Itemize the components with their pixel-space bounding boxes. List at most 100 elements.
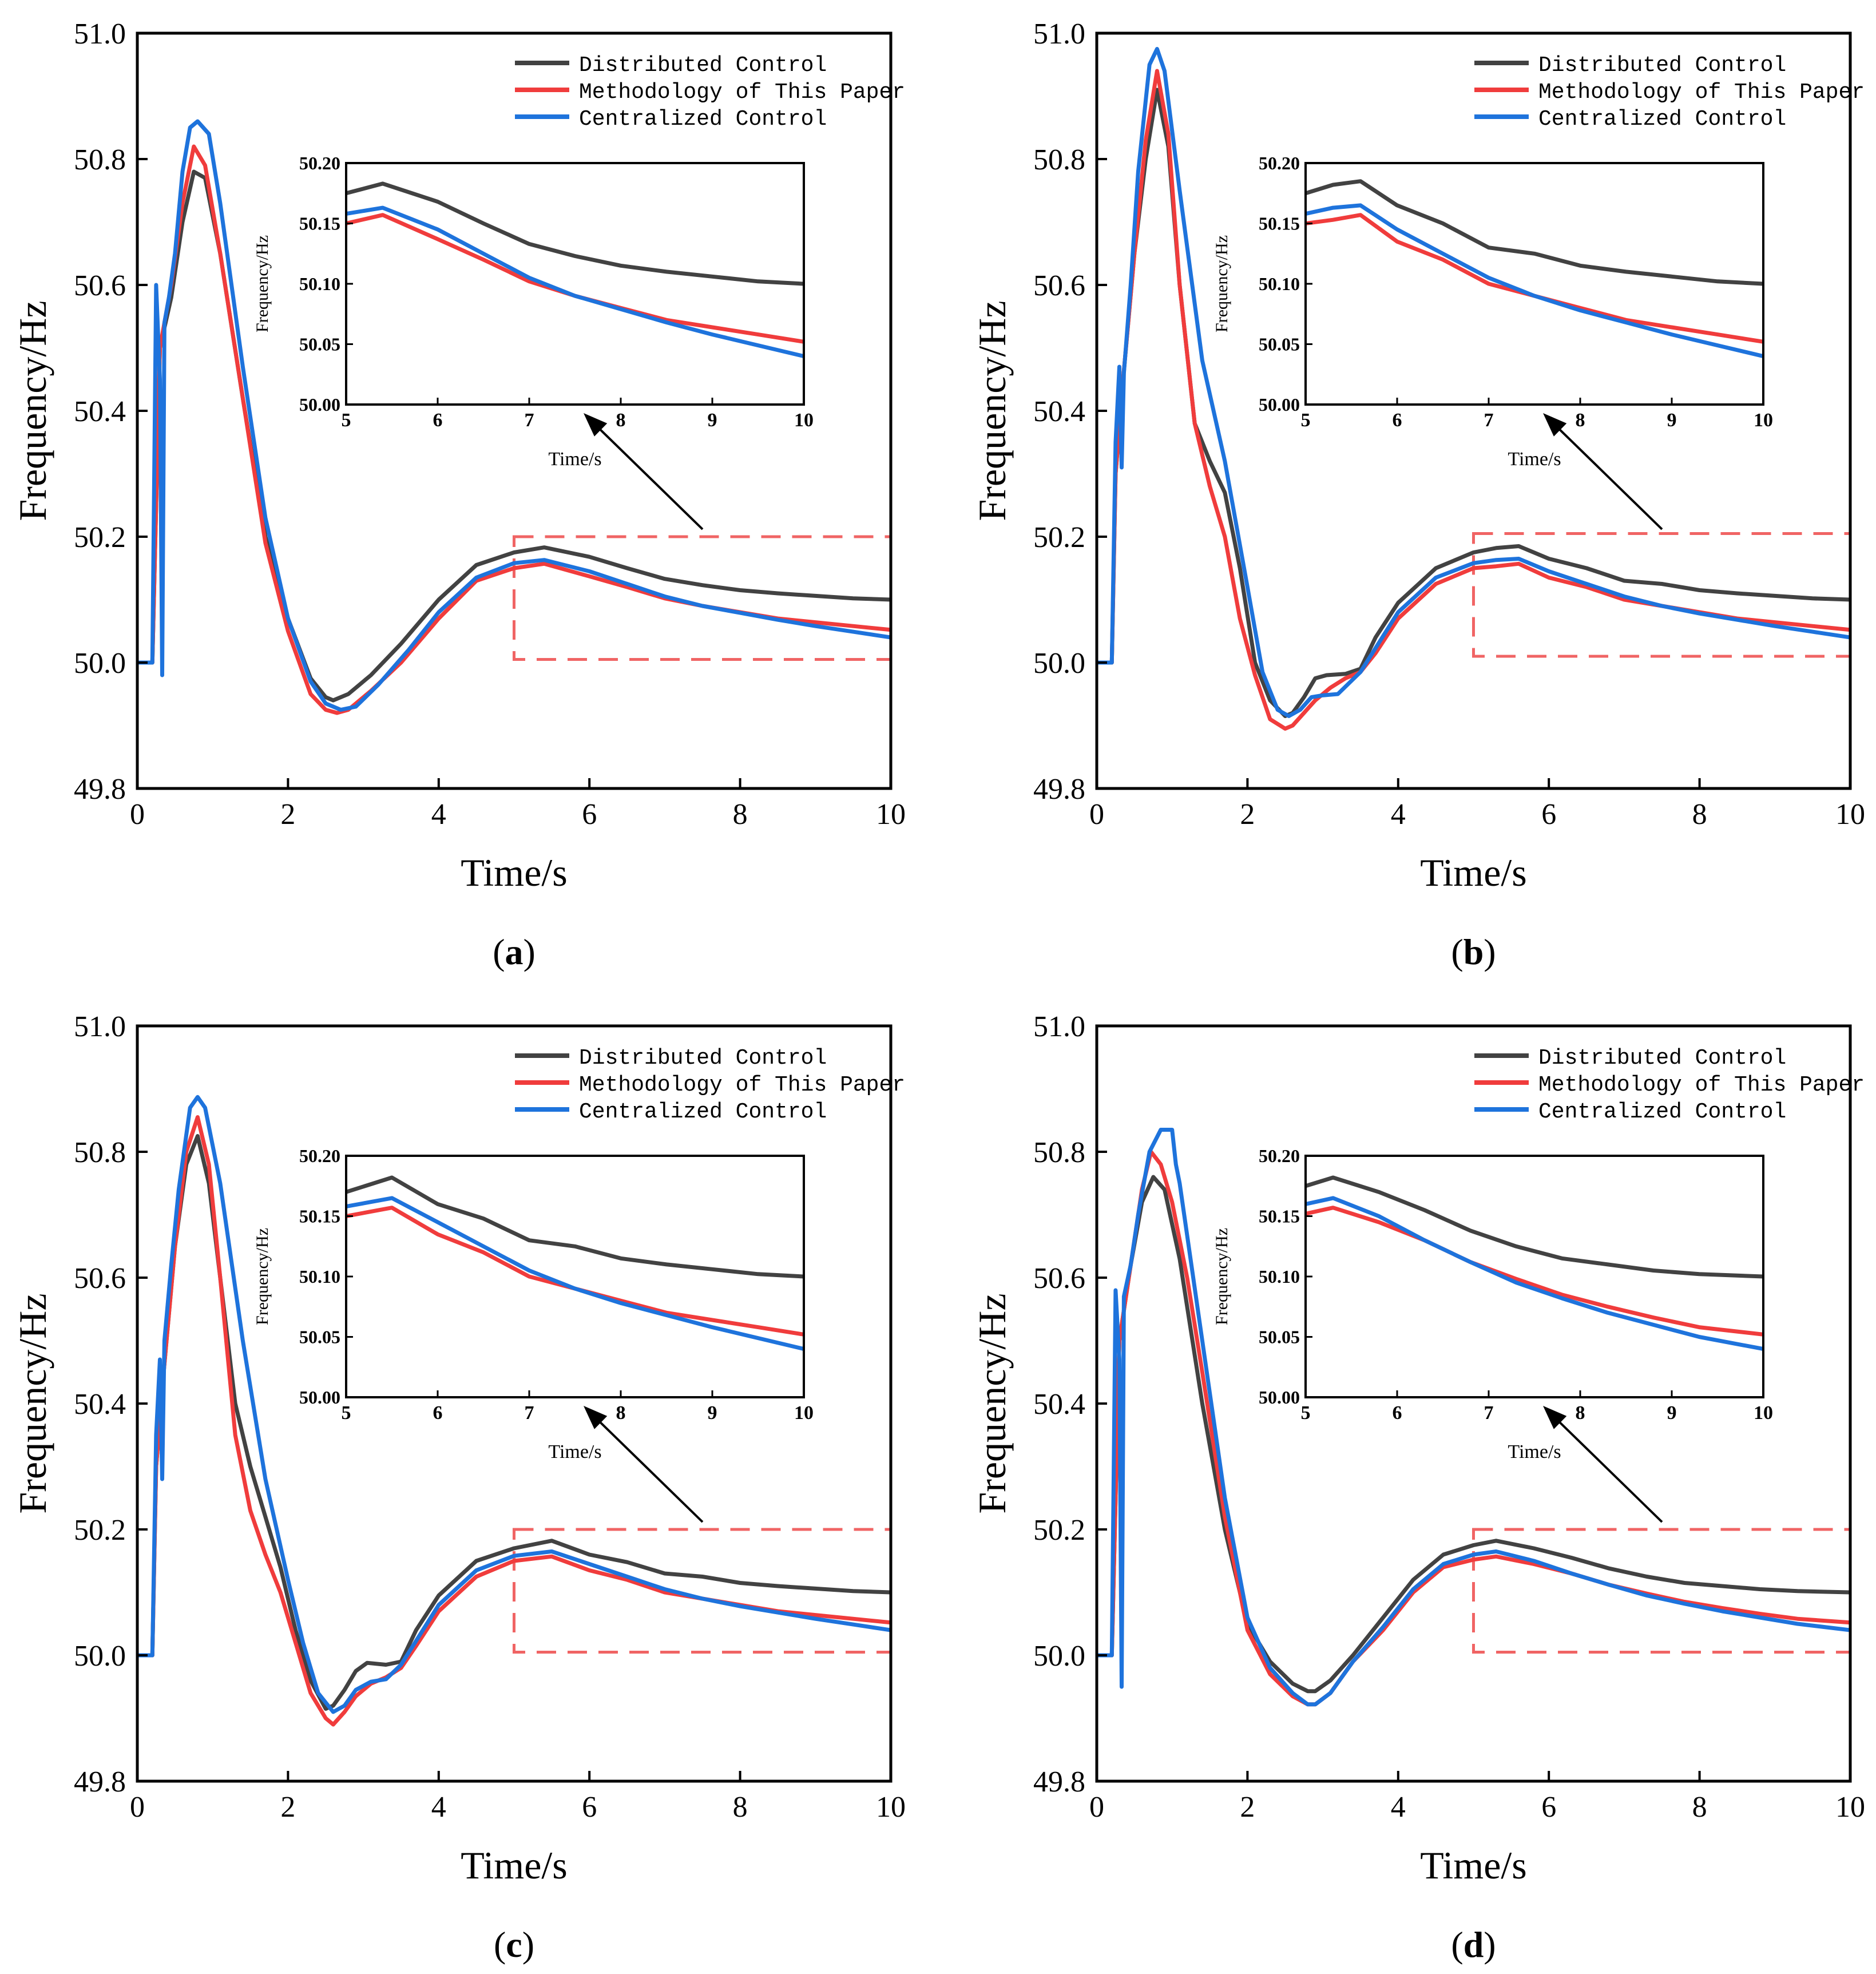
legend-label: Methodology of This Paper — [579, 80, 905, 105]
inset-x-tick-label: 7 — [1484, 1402, 1494, 1424]
x-tick-label: 0 — [1089, 798, 1104, 831]
inset-x-tick-label: 8 — [616, 1402, 626, 1424]
panel-label: (a) — [493, 931, 536, 972]
legend-label: Methodology of This Paper — [1538, 80, 1865, 105]
inset-y-tick-label: 50.00 — [299, 394, 340, 415]
y-tick-label: 50.0 — [1033, 647, 1085, 680]
inset-chart: 5 6 7 8 9 10 50.00 50.05 50.10 50.15 50.20 Time/s Fr… — [253, 153, 814, 470]
legend-label: Distributed Control — [1538, 53, 1786, 78]
y-tick-label: 49.8 — [74, 1766, 126, 1798]
inset-x-tick-label: 5 — [1301, 410, 1311, 431]
legend-label: Methodology of This Paper — [1538, 1073, 1865, 1097]
inset-x-tick-label: 5 — [342, 1402, 351, 1424]
inset-x-tick-label: 6 — [433, 1402, 443, 1424]
y-tick-label: 50.6 — [1033, 269, 1085, 302]
y-tick-label: 50.6 — [74, 269, 126, 302]
inset-x-tick-label: 5 — [342, 410, 351, 431]
inset-series-line-methodology — [346, 1206, 804, 1337]
inset-y-tick-label: 50.15 — [1259, 213, 1300, 234]
series-line-centralized-control — [1097, 47, 1850, 718]
inset-x-axis-title: Time/s — [1508, 1441, 1561, 1462]
inset-x-tick-label: 10 — [1754, 410, 1773, 431]
plot-frame — [136, 1024, 893, 1783]
inset-y-tick-label: 50.15 — [299, 1206, 340, 1227]
inset-y-tick-label: 50.15 — [299, 213, 340, 234]
zoom-arrow-head — [584, 413, 608, 437]
inset-chart: 5 6 7 8 9 10 50.00 50.05 50.10 50.15 50.20 Time/s Fr… — [1212, 1145, 1773, 1462]
inset-y-tick-label: 50.10 — [299, 1266, 340, 1287]
inset-y-tick-label: 50.05 — [299, 334, 340, 355]
inset-y-tick-label: 50.00 — [1259, 394, 1300, 415]
inset-y-tick-label: 50.05 — [299, 1327, 340, 1347]
inset-x-tick-label: 8 — [1576, 410, 1585, 431]
x-tick-label: 8 — [733, 798, 748, 831]
x-tick-label: 10 — [1835, 798, 1865, 831]
inset-x-tick-label: 5 — [1301, 1402, 1311, 1424]
inset-series-line-centralized-control — [1306, 203, 1763, 359]
panel-label: (c) — [494, 1924, 534, 1965]
panel-label: (b) — [1451, 931, 1496, 972]
series-line-distributed-control — [137, 169, 891, 703]
inset-y-axis-title: Frequency/Hz — [1212, 235, 1231, 332]
y-tick-label: 50.0 — [1033, 1640, 1085, 1672]
inset-y-tick-label: 50.00 — [1259, 1387, 1300, 1408]
x-tick-label: 2 — [1240, 1791, 1255, 1824]
series-line-centralized-control — [1097, 1128, 1850, 1707]
x-tick-label: 4 — [1391, 798, 1406, 831]
series-line-distributed-control — [137, 1134, 891, 1711]
inset-series-line-centralized-control — [346, 1196, 804, 1351]
x-tick-label: 8 — [733, 1791, 748, 1824]
y-tick-label: 50.6 — [74, 1262, 126, 1295]
inset-y-tick-label: 50.20 — [299, 153, 340, 173]
inset-x-tick-label: 7 — [525, 410, 534, 431]
inset-background — [1306, 163, 1763, 405]
inset-y-tick-label: 50.10 — [299, 273, 340, 294]
inset-y-axis-title: Frequency/Hz — [1212, 1228, 1231, 1325]
y-tick-label: 50.2 — [1033, 521, 1085, 554]
chart-panel-a: 0 2 4 6 8 10 49.8 50.0 50.2 50.4 50.6 50.8 51.0 Time/… — [11, 18, 906, 972]
inset-chart: 5 6 7 8 9 10 50.00 50.05 50.10 50.15 50.20 Time/s Fr… — [253, 1145, 814, 1462]
inset-series-line-methodology — [1306, 213, 1763, 344]
inset-background — [346, 163, 804, 405]
zoom-arrow-line — [590, 420, 704, 530]
y-axis-title: Frequency/Hz — [970, 1293, 1014, 1513]
y-axis-title: Frequency/Hz — [11, 1293, 54, 1513]
x-axis-title: Time/s — [461, 1844, 567, 1887]
legend-label: Centralized Control — [1538, 107, 1786, 132]
y-tick-label: 51.0 — [1033, 1010, 1085, 1043]
inset-y-tick-label: 50.20 — [1259, 153, 1300, 173]
x-tick-label: 10 — [876, 1791, 906, 1824]
x-tick-label: 6 — [1541, 1791, 1556, 1824]
x-axis-title: Time/s — [1420, 851, 1526, 894]
x-tick-label: 0 — [130, 798, 145, 831]
y-tick-label: 50.4 — [1033, 395, 1085, 428]
x-tick-label: 2 — [1240, 798, 1255, 831]
inset-x-axis-title: Time/s — [548, 449, 601, 470]
panel-label: (d) — [1451, 1924, 1496, 1965]
y-tick-label: 49.8 — [74, 773, 126, 806]
inset-x-tick-label: 7 — [525, 1402, 534, 1424]
zoom-arrow-line — [590, 1413, 704, 1523]
inset-series-line-centralized-control — [1306, 1196, 1763, 1351]
inset-x-axis-title: Time/s — [548, 1441, 601, 1462]
zoom-arrow-head — [1543, 1406, 1567, 1429]
x-tick-label: 0 — [130, 1791, 145, 1824]
inset-chart: 5 6 7 8 9 10 50.00 50.05 50.10 50.15 50.20 Time/s Fr… — [1212, 153, 1773, 470]
y-tick-label: 49.8 — [1033, 773, 1085, 806]
plot-frame — [1095, 31, 1852, 790]
y-tick-label: 51.0 — [1033, 18, 1085, 50]
inset-x-tick-label: 9 — [708, 1402, 717, 1424]
inset-y-tick-label: 50.05 — [1259, 334, 1300, 355]
inset-y-tick-label: 50.15 — [1259, 1206, 1300, 1227]
series-line-methodology — [137, 1115, 891, 1727]
x-tick-label: 6 — [582, 798, 597, 831]
y-tick-label: 50.8 — [74, 1136, 126, 1169]
x-tick-label: 4 — [431, 798, 446, 831]
x-tick-label: 10 — [876, 798, 906, 831]
x-axis-title: Time/s — [461, 851, 567, 894]
series-line-distributed-control — [1097, 88, 1850, 718]
zoom-arrow-line — [1550, 420, 1663, 530]
y-tick-label: 50.8 — [1033, 144, 1085, 176]
